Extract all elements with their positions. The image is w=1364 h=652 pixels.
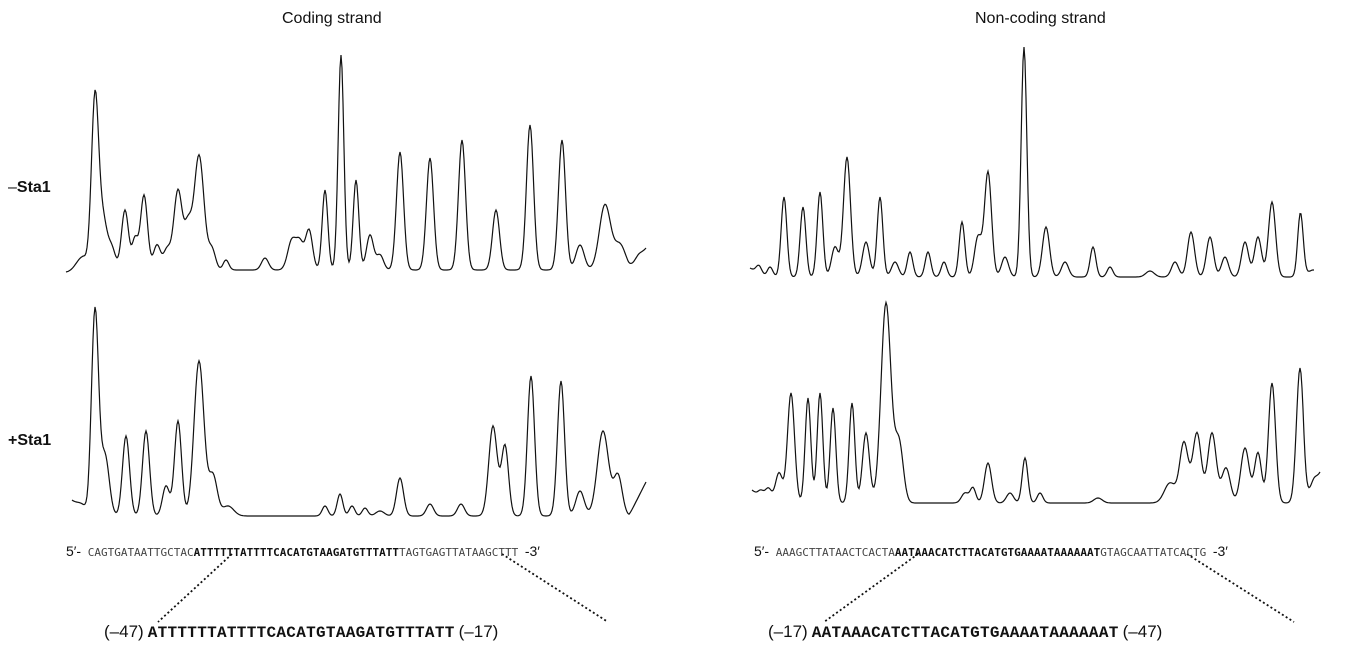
noncoding-sequence-line: 5′- AAAGCTTATAACTCACTAAATAAACATCTTACATGT… [754,543,1228,559]
prime5-label: 5′- [754,543,770,559]
dotted-connector-right-noncoding [1186,553,1295,623]
flank-left: CAGTGATAATTGCTAC [87,546,194,559]
flank-left: AAAGCTTATAACTCACTA [775,546,895,559]
footprint-left-position: (–17) [768,622,808,641]
footprint-right-position: (–47) [1122,622,1163,641]
prime5-label: 5′- [66,543,82,559]
prime3-label: -3′ [1212,543,1228,559]
trace-noncoding-minus [749,46,1314,278]
footprint-sequence: ATTTTTTATTTTCACATGTAAGATGTTTATT [147,624,455,642]
protected-core: AATAAACATCTTACATGTGAAAATAAAAAAT [894,546,1101,559]
coding-strand-title: Coding strand [282,10,382,27]
protected-core: ATTTTTTATTTTCACATGTAAGATGTTTATT [193,546,399,559]
footprint-right-position: (–17) [458,622,499,641]
dotted-connector-left-coding [157,553,233,623]
footprint-left-position: (–47) [104,622,144,641]
trace-noncoding-plus [751,300,1321,504]
trace-coding-minus [65,54,647,273]
coding-sequence-line: 5′- CAGTGATAATTGCTACATTTTTTATTTTCACATGTA… [66,543,540,559]
coding-footprint-callout: (–47) ATTTTTTATTTTCACATGTAAGATGTTTATT (–… [104,622,498,642]
footprint-sequence: AATAAACATCTTACATGTGAAAATAAAAAAT [811,624,1119,642]
dotted-connector-left-noncoding [823,553,919,623]
flank-right: GTAGCAATTATCACTG [1100,546,1207,559]
noncoding-footprint-callout: (–17) AATAAACATCTTACATGTGAAAATAAAAAAT (–… [768,622,1162,642]
row-label-minus-sta1: –Sta1 [8,179,51,196]
noncoding-strand-title: Non-coding strand [975,10,1106,27]
trace-coding-plus [71,306,647,517]
dotted-connector-right-coding [501,553,609,623]
row-label-plus-sta1: +Sta1 [8,432,52,449]
prime3-label: -3′ [524,543,540,559]
flank-right: TAGTGAGTTATAAGCTTT [398,546,519,559]
